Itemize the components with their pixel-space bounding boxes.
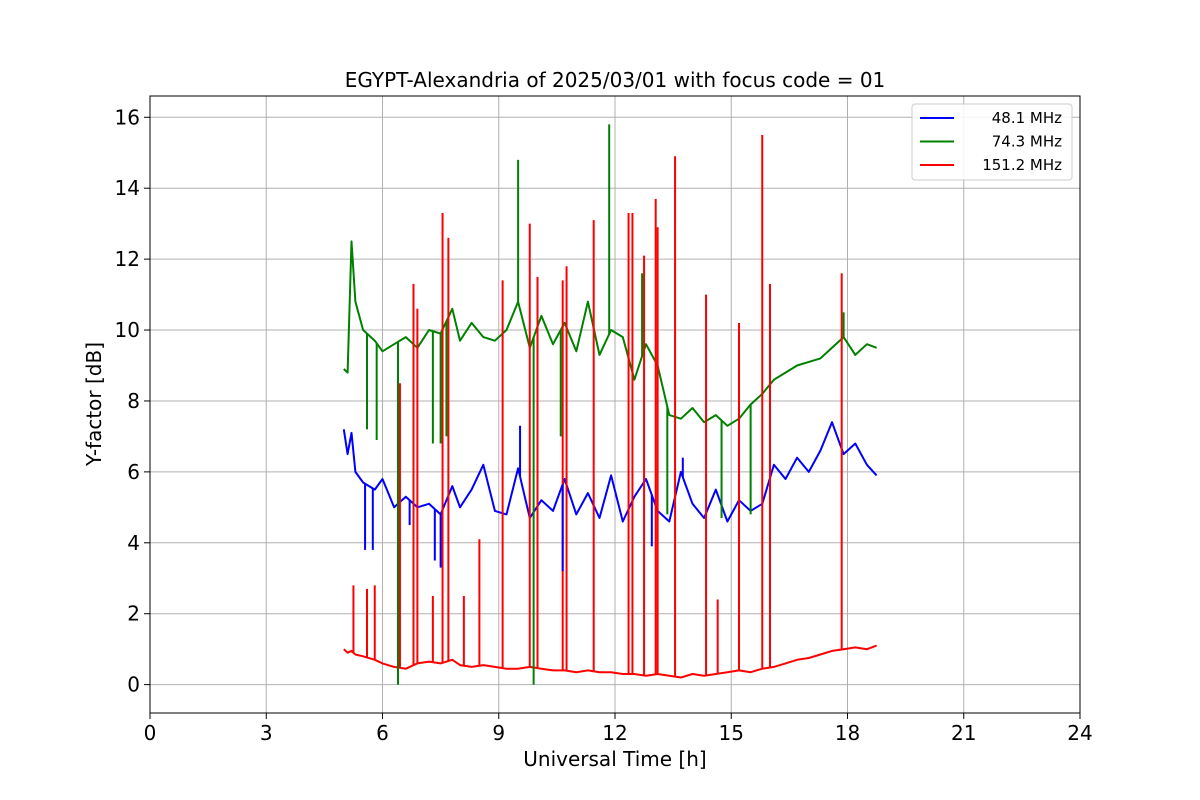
legend-box (911, 103, 1073, 181)
x-tick-label: 24 (1067, 721, 1092, 745)
chart-title: EGYPT-Alexandria of 2025/03/01 with focu… (345, 68, 886, 92)
y-tick-label: 10 (115, 318, 140, 342)
legend-entry: 151.2 MHz (982, 156, 1062, 174)
y-tick-label: 2 (127, 602, 140, 626)
legend-entry: 48.1 MHz (992, 109, 1062, 127)
x-tick-label: 21 (951, 721, 976, 745)
series-layer (342, 124, 878, 685)
y-tick-label: 4 (127, 531, 140, 555)
x-tick-label: 3 (260, 721, 273, 745)
y-tick-label: 8 (127, 389, 140, 413)
x-tick-label: 15 (719, 721, 744, 745)
y-tick-label: 14 (115, 176, 140, 200)
legend-entry: 74.3 MHz (992, 133, 1062, 151)
y-tick-label: 12 (115, 247, 140, 271)
x-tick-label: 12 (602, 721, 627, 745)
x-tick-label: 18 (835, 721, 860, 745)
y-tick-label: 0 (127, 673, 140, 697)
legend: 48.1 MHz 74.3 MHz 151.2 MHz (911, 103, 1073, 181)
y-tick-label: 16 (115, 105, 140, 129)
x-tick-label: 9 (492, 721, 505, 745)
x-tick-label: 0 (144, 721, 157, 745)
x-tick-label: 6 (376, 721, 389, 745)
x-axis-label: Universal Time [h] (523, 747, 706, 771)
y-axis-label: Y-factor [dB] (82, 342, 106, 467)
y-tick-label: 6 (127, 460, 140, 484)
